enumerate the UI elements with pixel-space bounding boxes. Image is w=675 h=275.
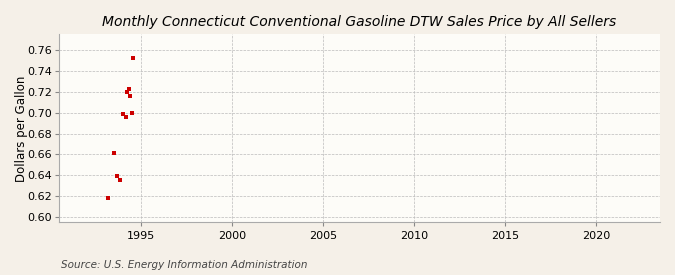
Point xyxy=(102,196,113,200)
Title: Monthly Connecticut Conventional Gasoline DTW Sales Price by All Sellers: Monthly Connecticut Conventional Gasolin… xyxy=(103,15,616,29)
Text: Source: U.S. Energy Information Administration: Source: U.S. Energy Information Administ… xyxy=(61,260,307,270)
Point xyxy=(122,90,132,94)
Y-axis label: Dollars per Gallon: Dollars per Gallon xyxy=(15,75,28,182)
Point xyxy=(124,86,134,91)
Point xyxy=(108,151,119,156)
Point xyxy=(128,56,138,60)
Point xyxy=(126,111,137,115)
Point xyxy=(125,94,136,98)
Point xyxy=(114,177,125,182)
Point xyxy=(111,174,122,179)
Point xyxy=(117,112,128,116)
Point xyxy=(120,115,131,119)
